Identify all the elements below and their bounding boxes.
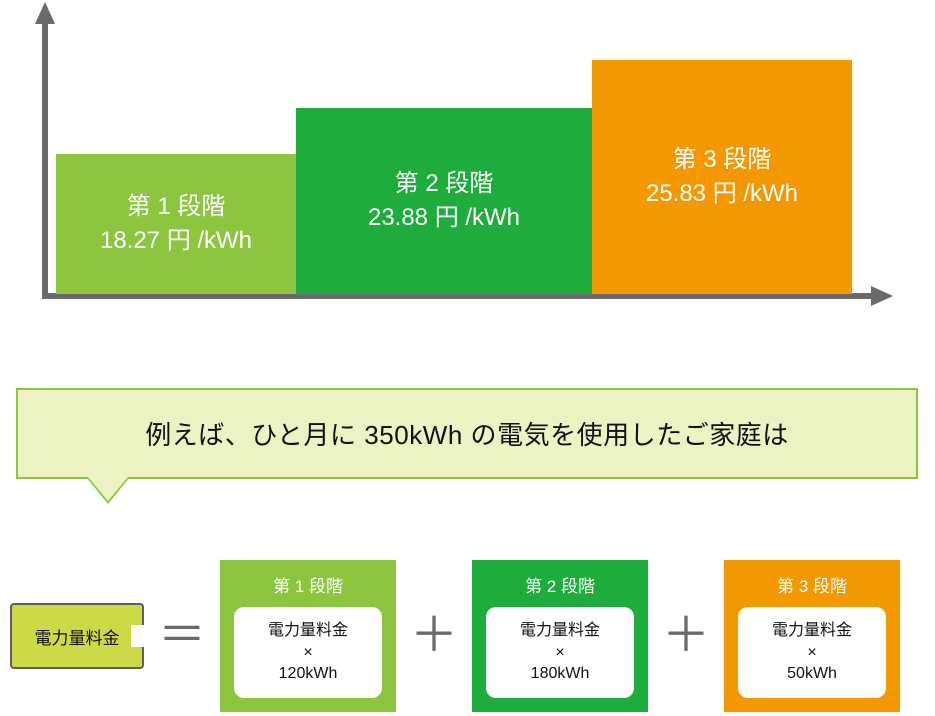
formula-term-box: 電力量料金×120kWh [234,607,382,698]
formula-term-box-line: 電力量料金 [268,620,348,642]
formula-term-box-line: 120kWh [279,663,338,685]
tier-bar-price: 23.88 円 /kWh [368,201,520,235]
formula-term-box-line: × [303,642,312,664]
formula-term-box: 電力量料金×50kWh [738,607,886,698]
callout-pointer-icon [88,477,128,501]
formula-term-box-line: 電力量料金 [772,620,852,642]
formula-term-box-line: 180kWh [531,663,590,685]
tier-bar-label: 第 1 段階 [127,190,226,224]
formula-lhs: 電力量料金 [10,603,144,669]
tier-bar-price: 18.27 円 /kWh [100,224,252,258]
formula-term-3: 第 3 段階電力量料金×50kWh [724,560,900,712]
tier-bar-1: 第 1 段階18.27 円 /kWh [56,154,296,294]
formula-lhs-label: 電力量料金 [10,603,144,669]
formula-term-box-line: 電力量料金 [520,620,600,642]
formula-term-box: 電力量料金×180kWh [486,607,634,698]
formula-term-label: 第 1 段階 [273,572,343,597]
formula-term-label: 第 2 段階 [525,572,595,597]
example-callout: 例えば、ひと月に 350kWh の電気を使用したご家庭は [16,388,918,479]
tier-bar-3: 第 3 段階25.83 円 /kWh [592,60,852,294]
tier-bar-chart: 第 1 段階18.27 円 /kWh第 2 段階23.88 円 /kWh第 3 … [24,0,914,320]
plus-operator: ＋ [658,612,714,660]
formula-term-label: 第 3 段階 [777,572,847,597]
formula-term-2: 第 2 段階電力量料金×180kWh [472,560,648,712]
formula-term-box-line: × [555,642,564,664]
tier-bar-2: 第 2 段階23.88 円 /kWh [296,108,592,294]
tier-bar-label: 第 2 段階 [395,167,494,201]
formula-term-box-line: × [807,642,816,664]
plus-operator: ＋ [406,612,462,660]
formula-row: 電力量料金 ＝ 第 1 段階電力量料金×120kWh＋第 2 段階電力量料金×1… [10,560,920,712]
example-callout-text: 例えば、ひと月に 350kWh の電気を使用したご家庭は [145,420,789,450]
formula-term-1: 第 1 段階電力量料金×120kWh [220,560,396,712]
tier-bar-price: 25.83 円 /kWh [646,177,798,211]
equals-operator: ＝ [154,612,210,660]
formula-term-box-line: 50kWh [787,663,837,685]
tier-bar-label: 第 3 段階 [673,143,772,177]
